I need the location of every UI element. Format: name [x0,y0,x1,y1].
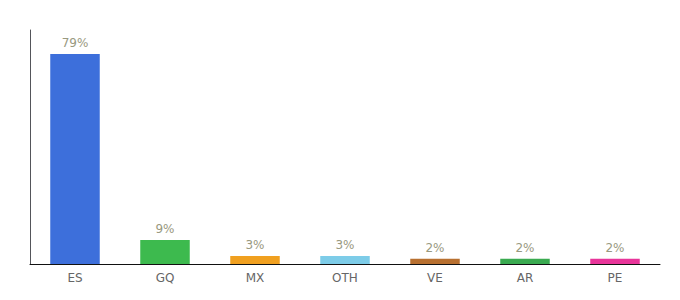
svg-text:AR: AR [517,271,534,285]
svg-text:PE: PE [608,271,623,285]
svg-text:3%: 3% [245,238,264,252]
svg-text:2%: 2% [515,241,534,255]
svg-text:GQ: GQ [156,271,175,285]
svg-text:2%: 2% [425,241,444,255]
svg-text:79%: 79% [62,36,89,50]
svg-text:9%: 9% [155,222,174,236]
svg-text:ES: ES [67,271,82,285]
svg-text:3%: 3% [335,238,354,252]
svg-text:VE: VE [427,271,443,285]
svg-text:2%: 2% [605,241,624,255]
svg-text:OTH: OTH [332,271,358,285]
svg-text:MX: MX [246,271,265,285]
